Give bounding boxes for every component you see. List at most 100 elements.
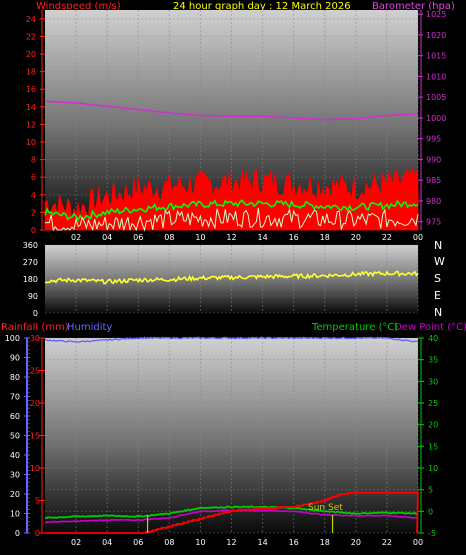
x-tick-label: 18 xyxy=(320,538,330,547)
x-tick-label: 02 xyxy=(71,538,81,547)
temperature-tick-label: -5 xyxy=(428,529,436,538)
rainfall-label: Rainfall (mm) xyxy=(1,322,69,333)
y2-tick-label: 980 xyxy=(426,197,441,206)
rain-tick-label: 15 xyxy=(30,432,40,441)
y-tick-label: 22 xyxy=(26,32,36,41)
compass-w: W xyxy=(434,255,445,268)
y-tick-label: 16 xyxy=(26,85,36,94)
direction-line xyxy=(44,270,419,285)
x-tick-label: 18 xyxy=(320,233,330,242)
x-tick-label: 10 xyxy=(195,538,205,547)
y2-tick-label: 1000 xyxy=(426,114,446,123)
wind-avg-line xyxy=(44,199,419,222)
humidity-tick-label: 10 xyxy=(10,510,20,519)
y2-tick-label: 995 xyxy=(426,135,441,144)
x-tick-label: 14 xyxy=(257,538,267,547)
x-tick-label: 12 xyxy=(226,233,236,242)
compass-n-top: N xyxy=(434,239,442,252)
windspeed-label: Windspeed (m/s) xyxy=(36,1,121,12)
y2-tick-label: 975 xyxy=(426,218,441,227)
temperature-tick-label: 15 xyxy=(428,442,438,451)
wind-grid xyxy=(45,10,419,231)
rain-tick-label: 30 xyxy=(30,334,40,343)
chart-title: 24 hour graph day : 12 March 2026 xyxy=(173,1,351,12)
sunset-label: Sun Set xyxy=(308,503,343,513)
x-tick-label: 14 xyxy=(257,233,267,242)
y-tick-label: 4 xyxy=(31,191,36,200)
x-tick-label: 16 xyxy=(289,233,299,242)
humidity-line xyxy=(44,336,419,343)
x-tick-label: 06 xyxy=(133,538,143,547)
temperature-tick-label: 20 xyxy=(428,421,438,430)
direction-y-axis: 0 90 180 270 360 xyxy=(23,241,38,318)
temperature-tick-label: 0 xyxy=(428,507,433,516)
humidity-tick-label: 70 xyxy=(10,393,20,402)
y-tick-label: 12 xyxy=(26,120,36,129)
compass-labels: N W S E N xyxy=(434,239,445,319)
direction-tick-label: 90 xyxy=(28,292,38,301)
y2-tick-label: 985 xyxy=(426,176,441,185)
x-tick-label: 06 xyxy=(133,233,143,242)
x-tick-label: 22 xyxy=(382,233,392,242)
gust-area xyxy=(44,166,419,231)
x-tick-label: 00 xyxy=(413,233,423,242)
rain-grid xyxy=(45,337,419,534)
humidity-tick-label: 40 xyxy=(10,451,20,460)
y2-tick-label: 1010 xyxy=(426,72,446,81)
temperature-y-axis: -5 0 5 10 15 20 25 30 35 40 xyxy=(418,334,438,538)
x-tick-label: 00 xyxy=(413,538,423,547)
rain-line xyxy=(45,491,419,534)
y-tick-label: 24 xyxy=(26,15,36,24)
rain-tick-label: 20 xyxy=(30,399,40,408)
x-tick-label: 20 xyxy=(351,233,361,242)
direction-tick-label: 180 xyxy=(23,275,38,284)
rain-y-axis: 0 5 10 15 20 25 30 xyxy=(30,334,45,538)
rain-tick-label: 0 xyxy=(35,529,40,538)
temperature-tick-label: 30 xyxy=(428,377,438,386)
x-tick-label: 22 xyxy=(382,538,392,547)
y-tick-label: 8 xyxy=(31,156,36,165)
rain-tick-label: 25 xyxy=(30,367,40,376)
y-tick-label: 14 xyxy=(26,103,36,112)
barometer-y-axis: 975 980 985 990 995 1000 1005 1010 1015 1020 1025 xyxy=(418,10,446,230)
humidity-y-axis: 0 10 20 30 40 50 60 70 80 90 100 xyxy=(5,334,30,538)
rain-tick-label: 10 xyxy=(30,464,40,473)
direction-grid xyxy=(45,244,419,314)
humidity-tick-label: 50 xyxy=(10,432,20,441)
rain-series xyxy=(44,336,419,534)
direction-tick-label: 360 xyxy=(23,241,38,250)
humidity-tick-label: 60 xyxy=(10,412,20,421)
humidity-label: Humidity xyxy=(67,322,112,333)
x-tick-label: 10 xyxy=(195,233,205,242)
x-tick-label: 08 xyxy=(164,233,174,242)
humidity-tick-label: 90 xyxy=(10,354,20,363)
direction-tick-label: 270 xyxy=(23,258,38,267)
barometer-line xyxy=(44,100,419,121)
wind-low-line xyxy=(44,207,419,232)
barometer-label: Barometer (hpa) xyxy=(372,1,455,12)
wind-x-axis: 02 04 06 08 10 12 14 16 18 20 22 00 xyxy=(71,233,423,242)
humidity-tick-label: 0 xyxy=(15,529,20,538)
temperature-tick-label: 40 xyxy=(428,334,438,343)
y2-tick-label: 990 xyxy=(426,155,441,164)
x-tick-label: 08 xyxy=(164,538,174,547)
temperature-tick-label: 10 xyxy=(428,464,438,473)
y-tick-label: 2 xyxy=(31,208,36,217)
humidity-tick-label: 100 xyxy=(5,334,20,343)
temperature-tick-label: 35 xyxy=(428,356,438,365)
temperature-tick-label: 5 xyxy=(428,486,433,495)
sun-markers xyxy=(146,515,334,533)
x-tick-label: 04 xyxy=(102,538,112,547)
y-tick-label: 0 xyxy=(31,226,36,235)
humidity-tick-label: 80 xyxy=(10,373,20,382)
wind-series xyxy=(44,100,419,232)
direction-series xyxy=(44,270,419,285)
compass-n-bottom: N xyxy=(434,306,442,319)
y2-tick-label: 1015 xyxy=(426,52,446,61)
rain-x-axis: 02 04 06 08 10 12 14 16 18 20 22 00 xyxy=(71,538,423,547)
y2-tick-label: 1005 xyxy=(426,93,446,102)
temperature-label: Temperature (°C) xyxy=(311,322,398,333)
x-tick-label: 02 xyxy=(71,233,81,242)
